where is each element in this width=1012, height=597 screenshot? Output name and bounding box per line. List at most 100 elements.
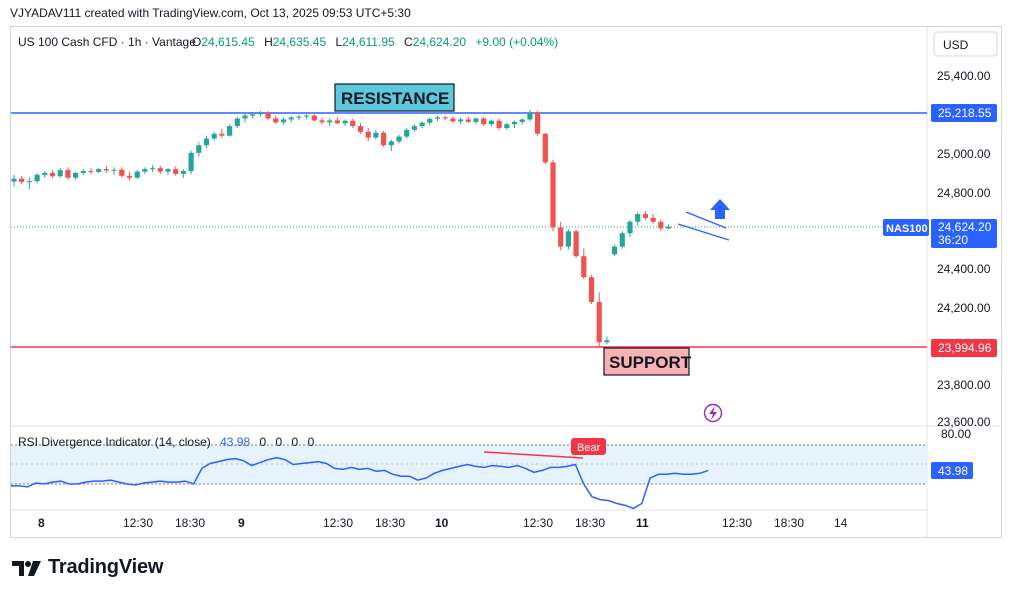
price-tick: 24,200.00 [937, 301, 991, 315]
candle [612, 246, 618, 255]
resistance-annotation-bg[interactable] [334, 83, 455, 112]
time-label: 9 [238, 516, 245, 530]
candle [511, 121, 518, 125]
legend-c-value: 24,624.20 [413, 35, 467, 49]
time-label: 8 [38, 516, 45, 530]
candle [180, 171, 186, 174]
support-annotation-bg[interactable] [603, 347, 690, 376]
bear-label: Bear [577, 442, 601, 454]
candle [42, 172, 48, 175]
candle [658, 221, 664, 229]
candle [550, 162, 556, 228]
candle [381, 132, 387, 146]
candle [527, 112, 533, 120]
support-annotation: SUPPORT [609, 353, 692, 372]
time-label: 18:30 [375, 516, 405, 530]
candle [211, 133, 217, 139]
candle [88, 171, 94, 173]
time-label: 12:30 [123, 516, 153, 530]
candle [57, 170, 63, 177]
rsi-legend-extra: 0 [276, 435, 283, 449]
candle [49, 172, 56, 177]
legend-h-label: H [264, 35, 273, 49]
tradingview-logo-icon [12, 560, 41, 576]
brand[interactable]: TradingView [12, 556, 163, 579]
candle [504, 124, 510, 129]
candle [434, 117, 441, 119]
candle [34, 174, 40, 182]
legend-c-label: C [404, 35, 413, 49]
candle [396, 136, 402, 142]
candle [234, 118, 240, 127]
candle [80, 171, 86, 173]
time-label: 18:30 [575, 516, 605, 530]
bear-divergence-line [483, 451, 584, 459]
time-label: 10 [435, 516, 449, 530]
rsi-legend-extra: 0 [308, 435, 315, 449]
up-arrow-icon[interactable] [710, 199, 730, 219]
candle [250, 114, 256, 116]
candle [19, 178, 25, 182]
candle [665, 226, 672, 229]
candle [458, 119, 464, 122]
candle [227, 126, 233, 136]
current-price-label: 24,624.20 [938, 220, 992, 234]
legend-o-label: O [192, 35, 201, 49]
rsi-value-label-bg [931, 462, 973, 479]
candle [288, 117, 294, 120]
legend-symbol: US 100 Cash CFD · 1h · Vantage [18, 35, 196, 49]
rsi-legend-extra: 0 [292, 435, 299, 449]
candle [142, 169, 148, 172]
candle [565, 231, 571, 247]
legend-change: +9.00 (+0.04%) [475, 35, 558, 49]
candle [350, 120, 356, 127]
candle [596, 302, 602, 343]
candle [357, 126, 364, 132]
candle [573, 231, 579, 257]
candle [473, 118, 479, 122]
candle [157, 168, 163, 172]
candle [481, 118, 487, 125]
candle [581, 256, 587, 278]
legend-l-value: 24,611.95 [342, 35, 395, 49]
time-label: 12:30 [523, 516, 553, 530]
candle [311, 115, 317, 121]
time-label: 11 [636, 516, 649, 530]
price-tick: 23,800.00 [937, 378, 991, 392]
rsi-legend-value: 43.98 [220, 435, 250, 449]
resistance-axis-label: 25,218.55 [938, 106, 992, 120]
candle [642, 214, 648, 218]
candle [465, 119, 471, 122]
chart-frame [10, 26, 1002, 538]
currency-button-bg[interactable] [933, 31, 998, 57]
rsi-legend: RSI Divergence Indicator (14, close) 43.… [18, 435, 315, 449]
rsi-axis-top: 80.00 [941, 427, 971, 441]
price-tick: 24,400.00 [937, 262, 991, 276]
candle [165, 169, 171, 172]
candle [627, 221, 633, 234]
candle [411, 126, 417, 130]
currency-button[interactable]: USD [943, 38, 969, 52]
brand-name: TradingView [48, 556, 164, 578]
candle [404, 129, 410, 137]
candle [535, 112, 541, 134]
candle [242, 115, 248, 119]
time-label: 12:30 [722, 516, 752, 530]
candle [219, 133, 225, 136]
flag-lower-line[interactable] [677, 223, 730, 241]
flag-upper-line[interactable] [685, 211, 727, 229]
countdown-label: 36:20 [938, 233, 968, 247]
candle [280, 119, 287, 123]
candle [273, 118, 279, 123]
symbol-tag-bg [883, 219, 929, 236]
candle [588, 277, 595, 303]
candle [334, 120, 340, 124]
candle [650, 217, 656, 222]
candle [388, 141, 394, 146]
lightning-bolt-icon [709, 406, 717, 420]
candle [126, 175, 133, 178]
price-tick: 25,000.00 [937, 147, 991, 161]
time-label: 12:30 [323, 516, 353, 530]
candle [296, 116, 302, 118]
